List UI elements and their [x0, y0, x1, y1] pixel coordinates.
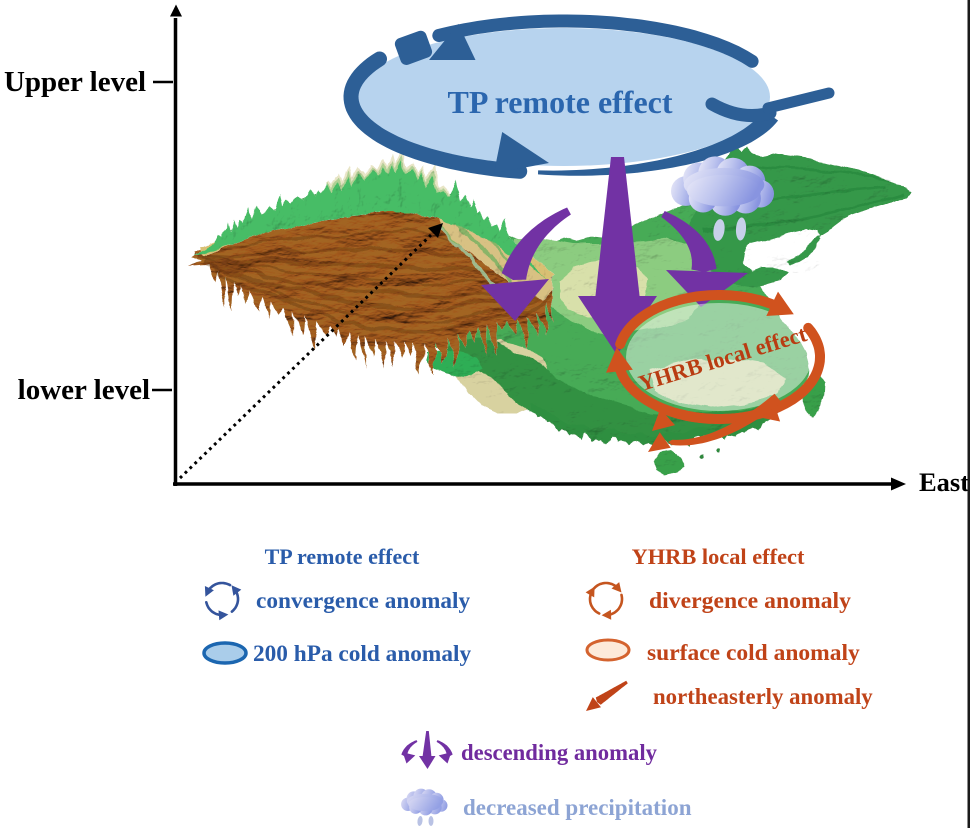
svg-text:northeasterly anomaly: northeasterly anomaly	[653, 684, 873, 709]
svg-text:divergence anomaly: divergence anomaly	[649, 588, 851, 614]
svg-text:decreased precipitation: decreased precipitation	[463, 795, 692, 820]
svg-text:East: East	[919, 467, 969, 497]
svg-text:lower level: lower level	[18, 374, 150, 406]
svg-text:TP remote effect: TP remote effect	[265, 544, 420, 569]
svg-text:descending anomaly: descending anomaly	[461, 740, 658, 765]
svg-text:200 hPa cold anomaly: 200 hPa cold anomaly	[253, 641, 471, 667]
svg-text:Upper level: Upper level	[4, 66, 146, 98]
svg-text:TP remote effect: TP remote effect	[447, 84, 672, 120]
svg-text:convergence anomaly: convergence anomaly	[256, 588, 471, 614]
svg-text:surface cold anomaly: surface cold anomaly	[647, 640, 860, 666]
svg-text:YHRB local effect: YHRB local effect	[632, 544, 805, 569]
